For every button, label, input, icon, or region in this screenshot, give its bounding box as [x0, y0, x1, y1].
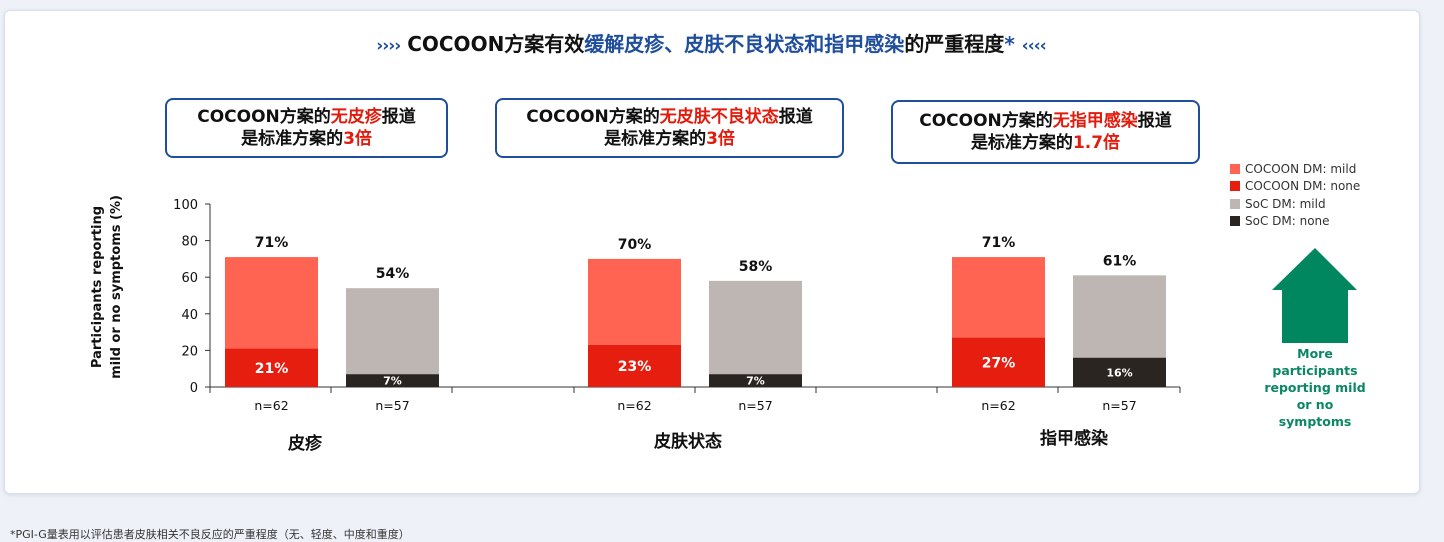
bar-mild — [588, 258, 681, 345]
chevrons-right-icon: ›››› — [376, 36, 401, 56]
legend-swatch — [1230, 216, 1240, 227]
x-tick-label: n=57 — [1102, 398, 1136, 413]
bar-none — [588, 344, 681, 387]
bar-mild — [952, 257, 1045, 338]
x-tick-label: n=57 — [375, 398, 409, 413]
bar-none — [952, 337, 1045, 387]
legend-swatch — [1230, 181, 1240, 192]
total-data-label: 54% — [376, 266, 410, 282]
y-tick-label: 40 — [181, 308, 198, 323]
callout-nail: COCOON方案的无指甲感染报道 是标准方案的1.7倍 — [891, 100, 1200, 164]
y-tick-label: 100 — [173, 198, 198, 213]
y-tick-label: 0 — [190, 381, 198, 396]
none-data-label: 27% — [982, 355, 1016, 371]
bar-mild — [709, 280, 802, 375]
legend-item: SoC DM: mild — [1230, 195, 1360, 213]
title-suffix: 的严重程度 — [904, 32, 1005, 56]
x-tick-label: n=62 — [617, 398, 651, 413]
bar-none — [1073, 357, 1166, 387]
bar-none — [346, 374, 439, 387]
bar-none — [709, 374, 802, 387]
chart-card — [4, 10, 1420, 494]
chart-title: ›››› COCOON方案有效缓解皮疹、皮肤不良状态和指甲感染的严重程度* ‹‹… — [0, 28, 1422, 57]
bar-mild — [346, 288, 439, 375]
y-axis-label: mild or no symptoms (%) — [109, 195, 124, 379]
bar-mild — [225, 257, 318, 349]
legend-item: COCOON DM: mild — [1230, 160, 1360, 178]
legend-swatch — [1230, 198, 1240, 209]
chevrons-left-icon: ‹‹‹‹ — [1021, 36, 1047, 56]
chart-legend: COCOON DM: mild COCOON DM: none SoC DM: … — [1230, 160, 1360, 230]
group-label: 皮肤状态 — [654, 431, 722, 452]
total-data-label: 61% — [1103, 253, 1137, 269]
bar-mild — [1073, 275, 1166, 358]
group-label: 皮疹 — [288, 433, 323, 454]
callout-rash: COCOON方案的无皮疹报道 是标准方案的3倍 — [165, 98, 448, 158]
y-tick-label: 60 — [181, 271, 198, 286]
bar-none — [225, 348, 318, 387]
legend-item: COCOON DM: none — [1230, 178, 1360, 196]
y-axis-label: Participants reporting — [90, 206, 105, 368]
total-data-label: 71% — [982, 235, 1016, 251]
x-tick-label: n=57 — [738, 398, 772, 413]
callout-skin: COCOON方案的无皮肤不良状态报道 是标准方案的3倍 — [495, 98, 844, 158]
group-label: 指甲感染 — [1040, 428, 1108, 449]
title-prefix: COCOON方案有效 — [407, 32, 585, 56]
total-data-label: 71% — [255, 235, 289, 251]
none-data-label: 21% — [255, 361, 289, 377]
total-data-label: 58% — [739, 259, 773, 275]
none-data-label: 7% — [383, 375, 402, 388]
none-data-label: 7% — [746, 375, 765, 388]
up-arrow-icon — [1272, 248, 1357, 343]
title-asterisk: * — [1004, 32, 1015, 56]
none-data-label: 23% — [618, 359, 652, 375]
title-highlight: 缓解皮疹、皮肤不良状态和指甲感染 — [584, 32, 905, 56]
arrow-note: More participants reporting mild or no s… — [1264, 346, 1366, 429]
y-tick-label: 80 — [181, 235, 198, 250]
footnote: *PGI-G量表用以评估患者皮肤相关不良反应的严重程度（无、轻度、中度和重度） — [10, 528, 410, 541]
x-tick-label: n=62 — [981, 398, 1015, 413]
y-tick-label: 20 — [181, 344, 198, 359]
x-tick-label: n=62 — [254, 398, 288, 413]
total-data-label: 70% — [618, 237, 652, 253]
legend-item: SoC DM: none — [1230, 213, 1360, 231]
legend-swatch — [1230, 163, 1240, 174]
none-data-label: 16% — [1106, 366, 1132, 379]
